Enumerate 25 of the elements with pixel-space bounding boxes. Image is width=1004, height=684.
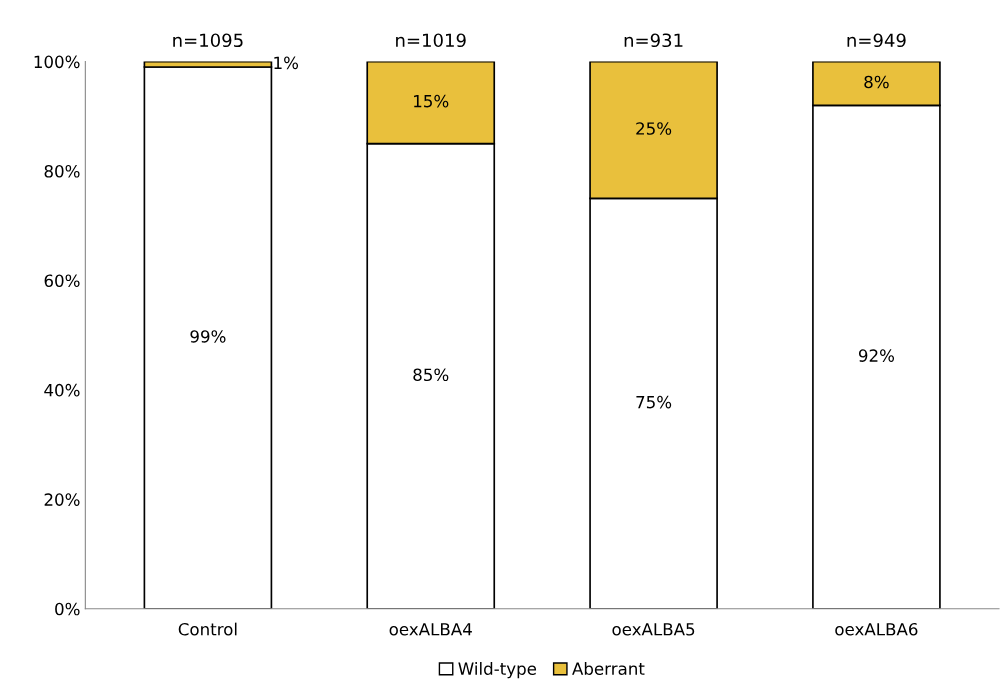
data-label: 85% — [413, 368, 449, 382]
x-tick-label: oexALBA6 — [835, 622, 918, 636]
legend-label: Aberrant — [572, 662, 645, 675]
x-tick-label: oexALBA4 — [389, 623, 472, 636]
data-label: 75% — [636, 395, 672, 409]
data-label: 1% — [274, 56, 299, 70]
bar — [143, 66, 273, 609]
y-tick-label: 40% — [44, 383, 80, 397]
x-tick-label: Control — [178, 622, 237, 636]
y-tick-label: 80% — [44, 164, 80, 178]
x-tick-label: oexALBA5 — [612, 623, 695, 636]
text: n=1095 — [173, 33, 243, 48]
y-tick-label: 60% — [44, 274, 80, 288]
data-label: 25% — [636, 122, 672, 135]
legend-label: Wild-type — [458, 662, 537, 679]
text: n=931 — [624, 33, 683, 48]
y-tick-label: 100% — [34, 55, 80, 69]
data-label: 99% — [190, 330, 226, 343]
data-label: 92% — [858, 349, 895, 362]
text: n=949 — [847, 33, 906, 48]
text: n=1019 — [396, 33, 466, 48]
data-label: 15% — [414, 94, 449, 108]
y-tick-label: 20% — [44, 493, 80, 506]
y-tick-label: 0% — [55, 602, 80, 616]
data-label: 8% — [864, 75, 889, 89]
